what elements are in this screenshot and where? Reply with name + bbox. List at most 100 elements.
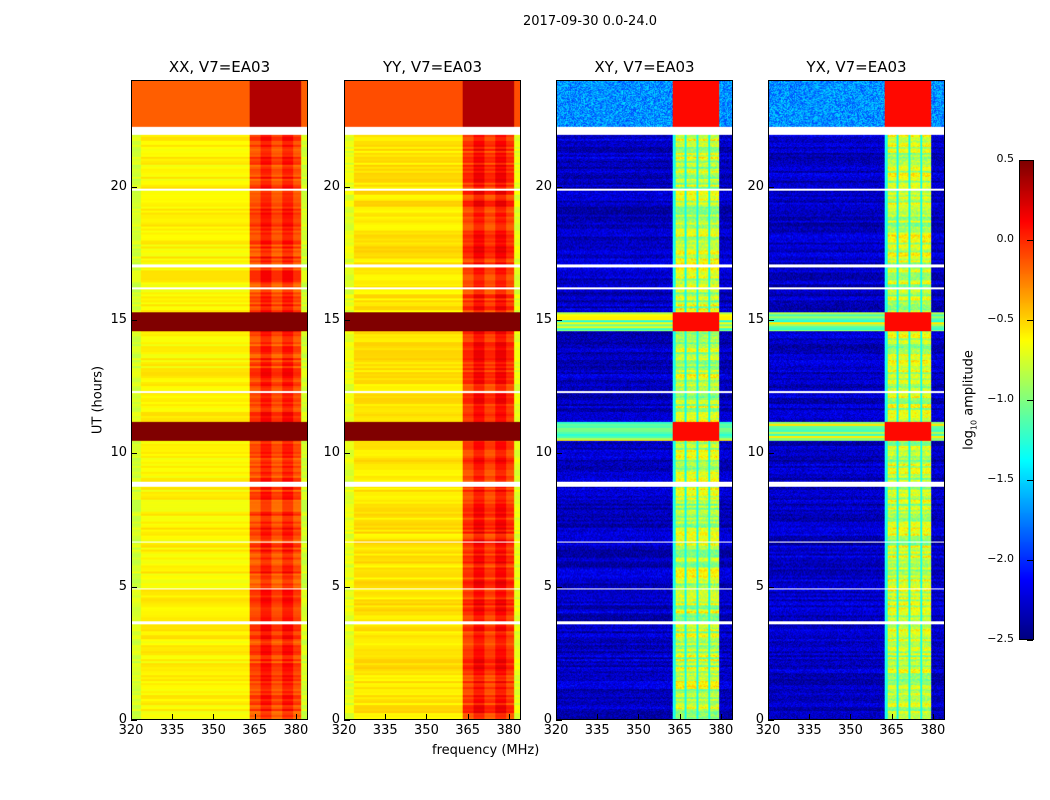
heatmap-panel — [344, 80, 521, 720]
y-tick-mark — [131, 720, 137, 721]
y-tick-label: 20 — [110, 178, 127, 194]
x-tick-label: 380 — [496, 723, 522, 738]
panel-title: XY, V7=EA03 — [594, 58, 695, 76]
y-tick-mark — [556, 586, 562, 588]
x-tick-mark — [172, 714, 174, 720]
y-tick-mark — [768, 586, 774, 588]
x-tick-mark — [932, 714, 934, 720]
x-tick-mark — [467, 714, 469, 720]
y-tick-label: 10 — [747, 445, 764, 461]
heatmap-cells — [557, 81, 732, 719]
colorbar-tick-mark — [1027, 160, 1033, 161]
x-tick-mark — [385, 714, 387, 720]
x-tick-label: 380 — [708, 723, 734, 738]
y-tick-label: 15 — [535, 312, 552, 327]
y-tick-label: 15 — [110, 312, 127, 327]
x-tick-label: 380 — [283, 723, 309, 738]
x-tick-label: 320 — [331, 723, 357, 738]
y-tick-label: 5 — [118, 578, 127, 594]
x-tick-mark — [426, 714, 428, 720]
heatmap-cells — [132, 81, 307, 719]
heatmap-cells — [769, 81, 944, 719]
x-tick-mark — [638, 714, 640, 720]
panel-title: YY, V7=EA03 — [382, 58, 483, 76]
x-tick-mark — [508, 714, 510, 720]
panel-title: XX, V7=EA03 — [168, 58, 271, 76]
y-tick-mark — [556, 453, 562, 455]
y-tick-label: 0 — [755, 712, 764, 727]
x-tick-mark — [679, 714, 681, 720]
y-tick-mark — [344, 586, 350, 588]
colorbar-tick-mark — [1027, 400, 1033, 401]
x-tick-mark — [254, 714, 256, 720]
y-tick-label: 0 — [331, 712, 340, 727]
x-tick-label: 350 — [838, 723, 863, 738]
y-tick-label: 5 — [543, 578, 552, 594]
colorbar-tick-label: −2.5 — [987, 632, 1014, 645]
x-tick-mark — [597, 714, 599, 720]
y-tick-mark — [344, 186, 350, 188]
colorbar — [1019, 160, 1034, 640]
colorbar-tick-label: −1.0 — [987, 392, 1014, 405]
x-tick-mark — [720, 714, 722, 720]
y-tick-mark — [768, 320, 774, 321]
y-tick-label: 10 — [323, 445, 340, 461]
y-tick-mark — [131, 453, 137, 455]
x-tick-mark — [295, 714, 297, 720]
y-tick-mark — [556, 186, 562, 188]
y-tick-label: 0 — [118, 712, 127, 727]
figure-title: 2017-09-30 0.0-24.0 — [523, 14, 657, 29]
x-tick-label: 335 — [584, 723, 610, 738]
y-tick-label: 5 — [331, 578, 340, 594]
colorbar-tick-label: −0.5 — [987, 312, 1014, 325]
colorbar-tick-mark — [1027, 560, 1033, 561]
colorbar-tick-label: 0.0 — [996, 232, 1015, 245]
y-tick-label: 10 — [110, 445, 127, 461]
y-tick-mark — [131, 186, 137, 188]
x-tick-mark — [891, 714, 893, 720]
y-tick-label: 20 — [323, 178, 340, 194]
x-tick-label: 350 — [414, 723, 439, 738]
y-tick-label: 5 — [755, 578, 764, 594]
heatmap-panel — [768, 80, 945, 720]
y-tick-mark — [344, 720, 350, 721]
y-tick-mark — [768, 720, 774, 721]
x-tick-label: 365 — [667, 723, 693, 738]
panel-title: YX, V7=EA03 — [806, 58, 907, 76]
heatmap-cells — [345, 81, 520, 719]
y-tick-mark — [768, 453, 774, 455]
y-tick-label: 20 — [535, 178, 552, 194]
x-tick-mark — [556, 714, 557, 720]
y-tick-mark — [131, 320, 137, 321]
x-tick-label: 320 — [755, 723, 781, 738]
y-tick-label: 15 — [747, 312, 764, 327]
x-tick-mark — [213, 714, 215, 720]
colorbar-tick-mark — [1027, 640, 1033, 641]
x-tick-label: 365 — [879, 723, 905, 738]
y-tick-mark — [768, 186, 774, 188]
y-axis-label: UT (hours) — [90, 365, 106, 435]
colorbar-tick-label: −2.0 — [987, 552, 1014, 565]
x-tick-label: 335 — [159, 723, 185, 738]
colorbar-tick-label: −1.5 — [987, 472, 1014, 485]
x-tick-label: 320 — [543, 723, 569, 738]
colorbar-tick-label: 0.5 — [996, 152, 1015, 165]
y-tick-label: 20 — [747, 178, 764, 194]
y-tick-mark — [131, 586, 137, 588]
y-tick-mark — [344, 453, 350, 455]
colorbar-tick-mark — [1027, 480, 1033, 481]
heatmap-panel — [131, 80, 308, 720]
x-tick-label: 380 — [920, 723, 946, 738]
x-tick-label: 335 — [796, 723, 822, 738]
x-tick-label: 320 — [118, 723, 144, 738]
x-tick-label: 365 — [455, 723, 481, 738]
y-tick-mark — [556, 320, 562, 321]
colorbar-tick-mark — [1027, 240, 1033, 241]
x-tick-label: 350 — [201, 723, 226, 738]
heatmap-panel — [556, 80, 733, 720]
y-tick-label: 15 — [323, 312, 340, 327]
x-tick-label: 335 — [372, 723, 398, 738]
y-tick-label: 0 — [543, 712, 552, 727]
x-tick-mark — [344, 714, 345, 720]
